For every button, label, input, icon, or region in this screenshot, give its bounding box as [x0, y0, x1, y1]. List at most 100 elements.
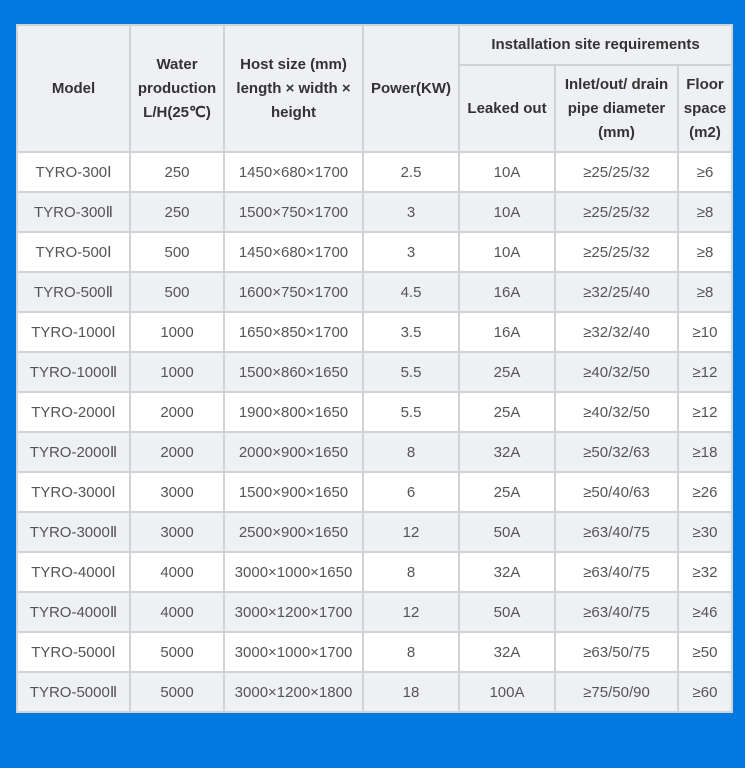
cell-pipe-diameter: ≥40/32/50	[554, 391, 679, 433]
table-row: TYRO-1000Ⅰ 1000 1650×850×1700 3.5 16A ≥32/32/…	[16, 311, 734, 353]
cell-floor-space: ≥60	[676, 671, 734, 713]
cell-host-size: 3000×1000×1700	[223, 631, 364, 673]
cell-pipe-diameter: ≥32/32/40	[554, 311, 679, 353]
cell-pipe-diameter: ≥40/32/50	[554, 351, 679, 393]
cell-water-production: 250	[129, 191, 225, 233]
cell-power: 5.5	[362, 391, 460, 433]
table-row: TYRO-3000Ⅰ 3000 1500×900×1650 6 25A ≥50/40/63…	[16, 471, 734, 513]
cell-pipe-diameter: ≥63/40/75	[554, 551, 679, 593]
cell-water-production: 3000	[129, 471, 225, 513]
header-power: Power(KW)	[362, 24, 460, 153]
cell-water-production: 500	[129, 271, 225, 313]
cell-power: 3.5	[362, 311, 460, 353]
cell-water-production: 5000	[129, 671, 225, 713]
cell-floor-space: ≥32	[676, 551, 734, 593]
cell-leaked-out: 100A	[458, 671, 556, 713]
table-row: TYRO-4000Ⅱ 4000 3000×1200×1700 12 50A ≥63/40/…	[16, 591, 734, 633]
cell-floor-space: ≥8	[676, 191, 734, 233]
cell-model: TYRO-3000Ⅱ	[16, 511, 131, 553]
header-model: Model	[16, 24, 131, 153]
spec-table: Model Water production L/H(25℃) Host siz…	[16, 24, 734, 713]
cell-floor-space: ≥30	[676, 511, 734, 553]
cell-power: 3	[362, 191, 460, 233]
cell-power: 6	[362, 471, 460, 513]
cell-water-production: 5000	[129, 631, 225, 673]
cell-water-production: 500	[129, 231, 225, 273]
cell-water-production: 2000	[129, 391, 225, 433]
cell-power: 2.5	[362, 151, 460, 193]
header-water-production: Water production L/H(25℃)	[129, 24, 225, 153]
table-row: TYRO-2000Ⅱ 2000 2000×900×1650 8 32A ≥50/32/63…	[16, 431, 734, 473]
table-row: TYRO-500Ⅰ 500 1450×680×1700 3 10A ≥25/25/32 ≥8	[16, 231, 734, 273]
cell-pipe-diameter: ≥50/32/63	[554, 431, 679, 473]
header-host-size: Host size (mm) length × width × height	[223, 24, 364, 153]
cell-floor-space: ≥10	[676, 311, 734, 353]
cell-pipe-diameter: ≥25/25/32	[554, 151, 679, 193]
cell-leaked-out: 32A	[458, 431, 556, 473]
cell-water-production: 2000	[129, 431, 225, 473]
table-row: TYRO-300Ⅰ 250 1450×680×1700 2.5 10A ≥25/25/32…	[16, 151, 734, 193]
cell-power: 18	[362, 671, 460, 713]
cell-floor-space: ≥18	[676, 431, 734, 473]
cell-floor-space: ≥8	[676, 231, 734, 273]
header-leaked-out: Leaked out	[458, 64, 556, 153]
cell-floor-space: ≥12	[676, 351, 734, 393]
cell-leaked-out: 32A	[458, 551, 556, 593]
cell-leaked-out: 16A	[458, 311, 556, 353]
cell-model: TYRO-5000Ⅰ	[16, 631, 131, 673]
cell-power: 8	[362, 551, 460, 593]
cell-model: TYRO-5000Ⅱ	[16, 671, 131, 713]
cell-power: 12	[362, 591, 460, 633]
cell-floor-space: ≥46	[676, 591, 734, 633]
cell-host-size: 1450×680×1700	[223, 231, 364, 273]
table-row: TYRO-1000Ⅱ 1000 1500×860×1650 5.5 25A ≥40/32/…	[16, 351, 734, 393]
cell-pipe-diameter: ≥63/40/75	[554, 591, 679, 633]
cell-model: TYRO-4000Ⅱ	[16, 591, 131, 633]
cell-power: 5.5	[362, 351, 460, 393]
cell-pipe-diameter: ≥50/40/63	[554, 471, 679, 513]
cell-model: TYRO-1000Ⅱ	[16, 351, 131, 393]
cell-host-size: 2500×900×1650	[223, 511, 364, 553]
table-row: TYRO-4000Ⅰ 4000 3000×1000×1650 8 32A ≥63/40/7…	[16, 551, 734, 593]
cell-host-size: 3000×1200×1800	[223, 671, 364, 713]
cell-leaked-out: 50A	[458, 591, 556, 633]
cell-model: TYRO-2000Ⅰ	[16, 391, 131, 433]
cell-water-production: 4000	[129, 551, 225, 593]
header-pipe-diameter: Inlet/out/ drain pipe diameter (mm)	[554, 64, 679, 153]
cell-pipe-diameter: ≥63/50/75	[554, 631, 679, 673]
cell-pipe-diameter: ≥25/25/32	[554, 191, 679, 233]
cell-leaked-out: 25A	[458, 391, 556, 433]
cell-leaked-out: 32A	[458, 631, 556, 673]
cell-power: 8	[362, 631, 460, 673]
cell-pipe-diameter: ≥32/25/40	[554, 271, 679, 313]
table-row: TYRO-5000Ⅰ 5000 3000×1000×1700 8 32A ≥63/50/7…	[16, 631, 734, 673]
cell-leaked-out: 10A	[458, 231, 556, 273]
cell-host-size: 1500×860×1650	[223, 351, 364, 393]
table-row: TYRO-5000Ⅱ 5000 3000×1200×1800 18 100A ≥75/50…	[16, 671, 734, 713]
cell-floor-space: ≥6	[676, 151, 734, 193]
cell-pipe-diameter: ≥63/40/75	[554, 511, 679, 553]
cell-water-production: 1000	[129, 351, 225, 393]
cell-water-production: 1000	[129, 311, 225, 353]
cell-model: TYRO-500Ⅰ	[16, 231, 131, 273]
table-row: TYRO-2000Ⅰ 2000 1900×800×1650 5.5 25A ≥40/32/…	[16, 391, 734, 433]
table-row: TYRO-500Ⅱ 500 1600×750×1700 4.5 16A ≥32/25/40…	[16, 271, 734, 313]
cell-leaked-out: 25A	[458, 471, 556, 513]
cell-host-size: 1600×750×1700	[223, 271, 364, 313]
cell-host-size: 1900×800×1650	[223, 391, 364, 433]
table-row: TYRO-300Ⅱ 250 1500×750×1700 3 10A ≥25/25/32 ≥8	[16, 191, 734, 233]
cell-model: TYRO-500Ⅱ	[16, 271, 131, 313]
cell-water-production: 4000	[129, 591, 225, 633]
cell-leaked-out: 16A	[458, 271, 556, 313]
cell-power: 3	[362, 231, 460, 273]
header-floor-space: Floor space (m2)	[676, 64, 734, 153]
cell-water-production: 250	[129, 151, 225, 193]
cell-power: 4.5	[362, 271, 460, 313]
cell-floor-space: ≥8	[676, 271, 734, 313]
cell-host-size: 1500×750×1700	[223, 191, 364, 233]
cell-floor-space: ≥12	[676, 391, 734, 433]
cell-floor-space: ≥50	[676, 631, 734, 673]
cell-model: TYRO-1000Ⅰ	[16, 311, 131, 353]
cell-model: TYRO-4000Ⅰ	[16, 551, 131, 593]
cell-power: 12	[362, 511, 460, 553]
